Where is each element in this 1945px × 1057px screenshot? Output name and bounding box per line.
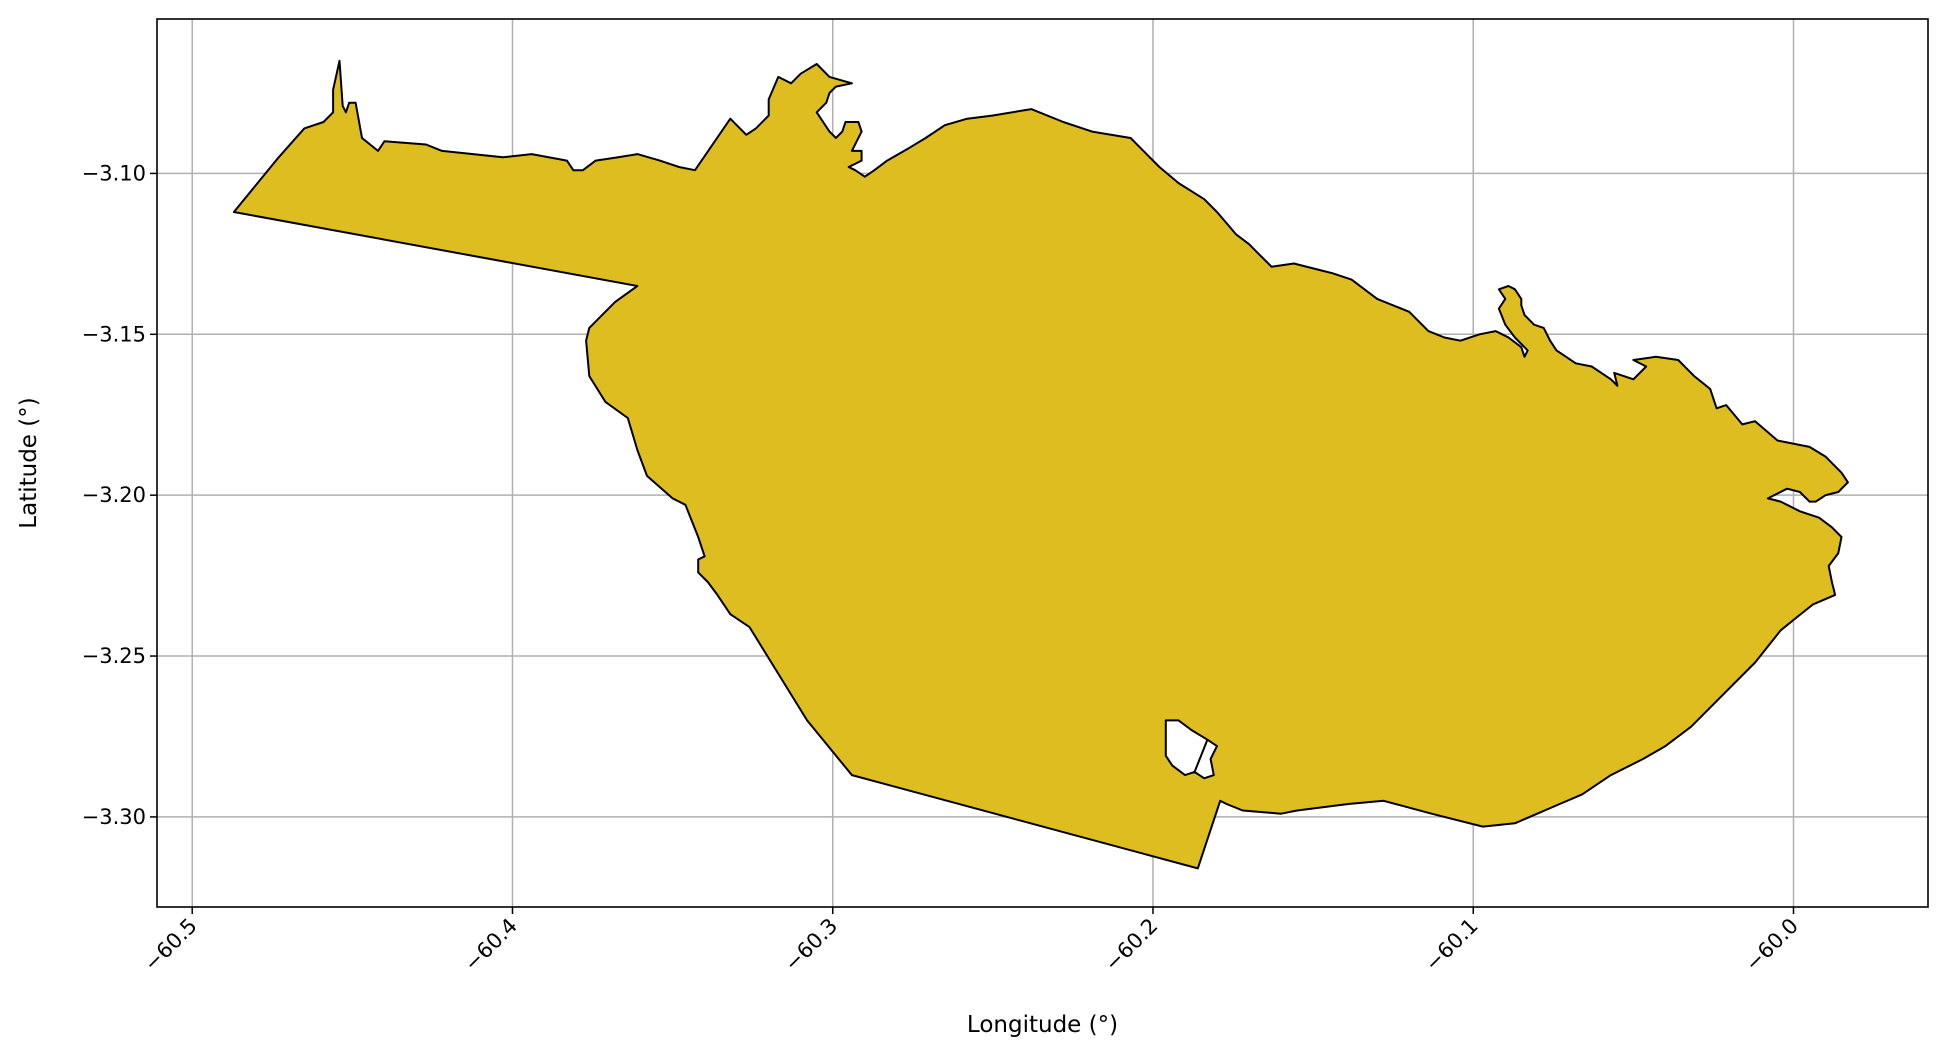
plot-frame bbox=[156, 18, 1929, 908]
y-tick-label: −3.20 bbox=[82, 483, 146, 507]
region-polygon bbox=[232, 59, 1849, 870]
y-tick-label: −3.15 bbox=[82, 322, 146, 346]
y-tick-label: −3.25 bbox=[82, 644, 146, 668]
y-tick-label: −3.30 bbox=[82, 805, 146, 829]
x-axis-label: Longitude (°) bbox=[967, 1012, 1118, 1038]
y-tick-label: −3.10 bbox=[82, 161, 146, 185]
inner-boundary-line bbox=[1193, 739, 1209, 773]
y-axis-label: Latitude (°) bbox=[16, 397, 42, 528]
region-layer bbox=[232, 59, 1849, 870]
